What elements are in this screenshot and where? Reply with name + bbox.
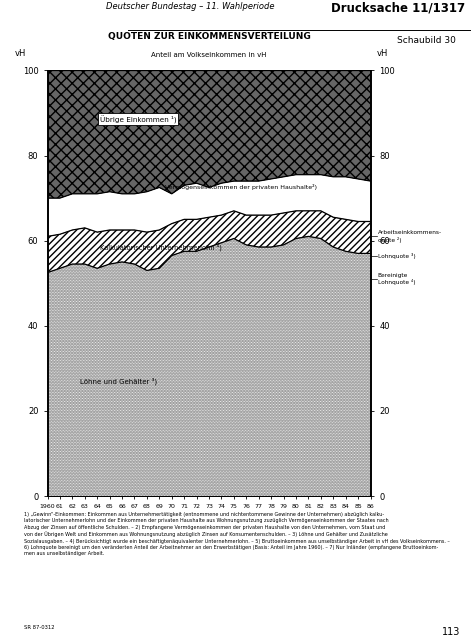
Text: Löhne und Gehälter ³): Löhne und Gehälter ³) bbox=[80, 378, 157, 385]
Text: Vermögenseinkommen der privaten Haushalte²): Vermögenseinkommen der privaten Haushalt… bbox=[165, 184, 317, 191]
Text: 1) „Gewinn“-Einkommen: Einkommen aus Unternehmertätigkeit (entnommene und nichte: 1) „Gewinn“-Einkommen: Einkommen aus Unt… bbox=[24, 512, 450, 556]
Text: Deutscher Bundestag – 11. Wahlperiode: Deutscher Bundestag – 11. Wahlperiode bbox=[106, 2, 274, 11]
Text: vH: vH bbox=[377, 49, 389, 58]
Text: QUOTEN ZUR EINKOMMENSVERTEILUNG: QUOTEN ZUR EINKOMMENSVERTEILUNG bbox=[108, 31, 310, 40]
Text: SR 87-0312: SR 87-0312 bbox=[24, 625, 54, 630]
Text: Arbeitseinkkommens-
quote ²): Arbeitseinkkommens- quote ²) bbox=[378, 230, 442, 243]
Text: 113: 113 bbox=[442, 627, 461, 637]
Text: Lohnquote ³): Lohnquote ³) bbox=[378, 253, 415, 259]
Text: vH: vH bbox=[15, 49, 27, 58]
Text: Anteil am Volkseinkommen in vH: Anteil am Volkseinkommen in vH bbox=[151, 52, 267, 58]
Text: Übrige Einkommen ¹): Übrige Einkommen ¹) bbox=[100, 115, 176, 124]
Text: Drucksache 11/1317: Drucksache 11/1317 bbox=[332, 2, 466, 15]
Text: Bereinigte
Lohnquote ⁴): Bereinigte Lohnquote ⁴) bbox=[378, 273, 415, 285]
Text: Schaubild 30: Schaubild 30 bbox=[397, 36, 456, 45]
Text: Kalkulatorischer Unternehmerlohn ⁴): Kalkulatorischer Unternehmerlohn ⁴) bbox=[100, 243, 221, 251]
